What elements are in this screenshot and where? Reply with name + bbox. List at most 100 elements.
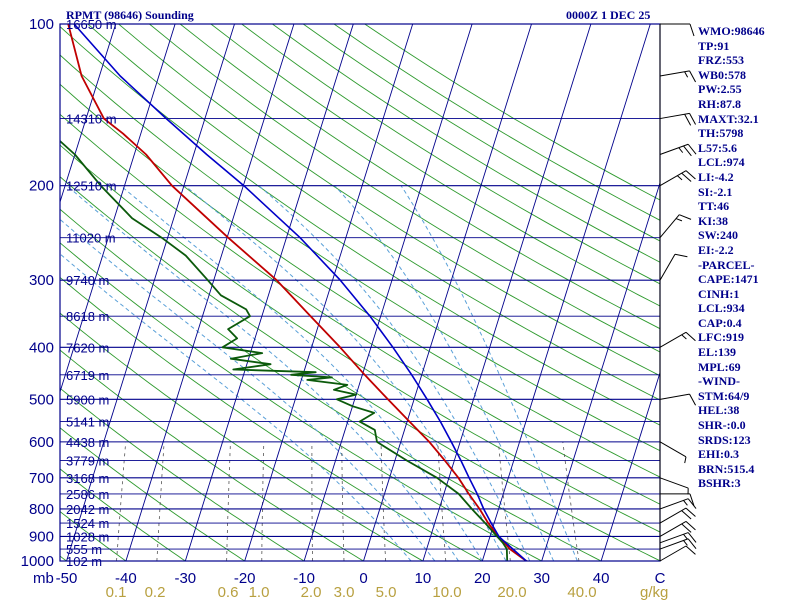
index-item: EL:139	[698, 345, 737, 360]
mixing-ratio-tick-label: 1.0	[249, 584, 270, 600]
mixing-ratio-line	[562, 441, 580, 561]
index-item: CINH:1	[698, 286, 740, 301]
isotherm	[66, 24, 235, 561]
mixing-ratio-tick-label: 0.1	[106, 584, 127, 600]
index-item: STM:64/9	[698, 388, 750, 403]
wind-barb	[659, 214, 692, 239]
wind-barb-flag	[679, 214, 692, 220]
wind-barb	[659, 507, 696, 524]
index-item: SW:240	[698, 228, 739, 243]
wind-barb-flag	[685, 521, 696, 531]
wind-barb-flag	[689, 113, 697, 125]
height-label: 11020 m	[66, 231, 116, 246]
mixing-ratio-line	[226, 441, 231, 561]
wind-barb-staff	[659, 441, 687, 458]
temperature-line	[67, 24, 529, 561]
wind-barb	[659, 253, 688, 281]
height-label: 4438 m	[66, 435, 109, 450]
pressure-tick-label: 900	[29, 528, 54, 545]
wind-barb-staff	[659, 393, 690, 400]
wind-barb	[659, 532, 697, 544]
mixing-ratio-tick-label: 5.0	[376, 584, 397, 600]
pressure-tick-label: 700	[29, 470, 54, 487]
wind-barb-flag	[687, 498, 697, 509]
temperature-tick-label: -10	[293, 570, 315, 587]
moist-adiabat	[66, 185, 459, 561]
isotherm	[422, 24, 592, 561]
parcel-line	[73, 24, 529, 561]
height-label: 12510 m	[66, 179, 117, 194]
dry-adiabat	[60, 312, 424, 561]
mixing-ratio-line	[261, 441, 265, 561]
height-label: 2586 m	[66, 487, 109, 502]
wind-barb-half-flag	[683, 533, 688, 540]
pressure-tick-label: 500	[29, 391, 54, 408]
isotherm	[244, 24, 414, 561]
wind-barb	[659, 170, 696, 187]
temperature-tick-label: 30	[533, 570, 550, 587]
wind-barb-staff	[659, 477, 689, 489]
mixing-ratio-line	[437, 441, 447, 561]
isotherm	[541, 181, 660, 561]
moist-adiabat	[334, 185, 555, 561]
temperature-tick-label: -40	[115, 570, 137, 587]
dry-adiabat	[60, 83, 660, 478]
pressure-tick-label: 1000	[21, 553, 54, 570]
mixing-ratio-line	[116, 441, 127, 561]
mixing-ratio-tick-label: 3.0	[334, 584, 355, 600]
moist-adiabat	[60, 218, 436, 561]
height-label: 1524 m	[66, 516, 109, 531]
index-item: LI:-4.2	[698, 169, 734, 184]
temperature-tick-label: 10	[415, 570, 432, 587]
height-label: 102 m	[66, 554, 102, 569]
isotherm	[125, 24, 295, 561]
height-label: 8618 m	[66, 309, 109, 324]
wind-barb	[659, 70, 697, 83]
wind-barb	[659, 441, 687, 464]
wind-barb	[659, 331, 696, 348]
height-label: 7620 m	[66, 340, 109, 355]
moist-adiabat	[60, 253, 412, 561]
indices-panel: WMO:98646 TP:91 FRZ:553 WB0:578 PW:2.55 RH:87…	[698, 24, 765, 491]
temperature-tick-label: C	[655, 570, 666, 587]
wind-barb	[659, 477, 689, 495]
wind-barb	[659, 538, 697, 550]
dry-adiabat	[60, 26, 660, 426]
mixing-ratio-unit-label: g/kg	[640, 584, 668, 600]
mixing-ratio-line	[311, 441, 313, 561]
height-label: 9740 m	[66, 273, 109, 288]
pressure-tick-label: 600	[29, 434, 54, 451]
index-item: TT:46	[698, 199, 730, 214]
wind-barb-half-flag	[681, 334, 687, 340]
wind-barb-flag	[687, 538, 697, 549]
temperature-tick-label: -30	[174, 570, 196, 587]
isotherm	[184, 24, 354, 561]
height-label: 3168 m	[66, 471, 109, 486]
wind-barb-flag	[674, 253, 688, 258]
index-item: MPL:69	[698, 359, 741, 374]
height-label: 5900 m	[66, 392, 109, 407]
index-item: SI:-2.1	[698, 184, 733, 199]
wind-barb-half-flag	[683, 540, 688, 546]
index-item: BRN:515.4	[698, 461, 755, 476]
wind-barb-flag	[681, 523, 692, 533]
wind-barb	[659, 545, 696, 562]
temperature-tick-label: -50	[56, 570, 78, 587]
index-item: PW:2.55	[698, 82, 742, 97]
wind-barb-flag	[685, 170, 696, 180]
height-label: 555 m	[66, 542, 102, 557]
index-item: FRZ:553	[698, 53, 744, 68]
temperature-tick-label: 20	[474, 570, 491, 587]
station-title: RPMT (98646) Sounding	[66, 8, 194, 22]
index-item: EHI:0.3	[698, 447, 740, 462]
index-item: -WIND-	[698, 374, 740, 389]
dry-adiabat	[60, 54, 660, 452]
index-item: L57:5.6	[698, 140, 737, 155]
height-label: 3779 m	[66, 454, 109, 469]
index-item: -PARCEL-	[698, 257, 755, 272]
index-item: SRDS:123	[698, 432, 751, 447]
index-item: LFC:919	[698, 330, 744, 345]
height-label: 1028 m	[66, 529, 109, 544]
isotherm	[60, 24, 117, 204]
